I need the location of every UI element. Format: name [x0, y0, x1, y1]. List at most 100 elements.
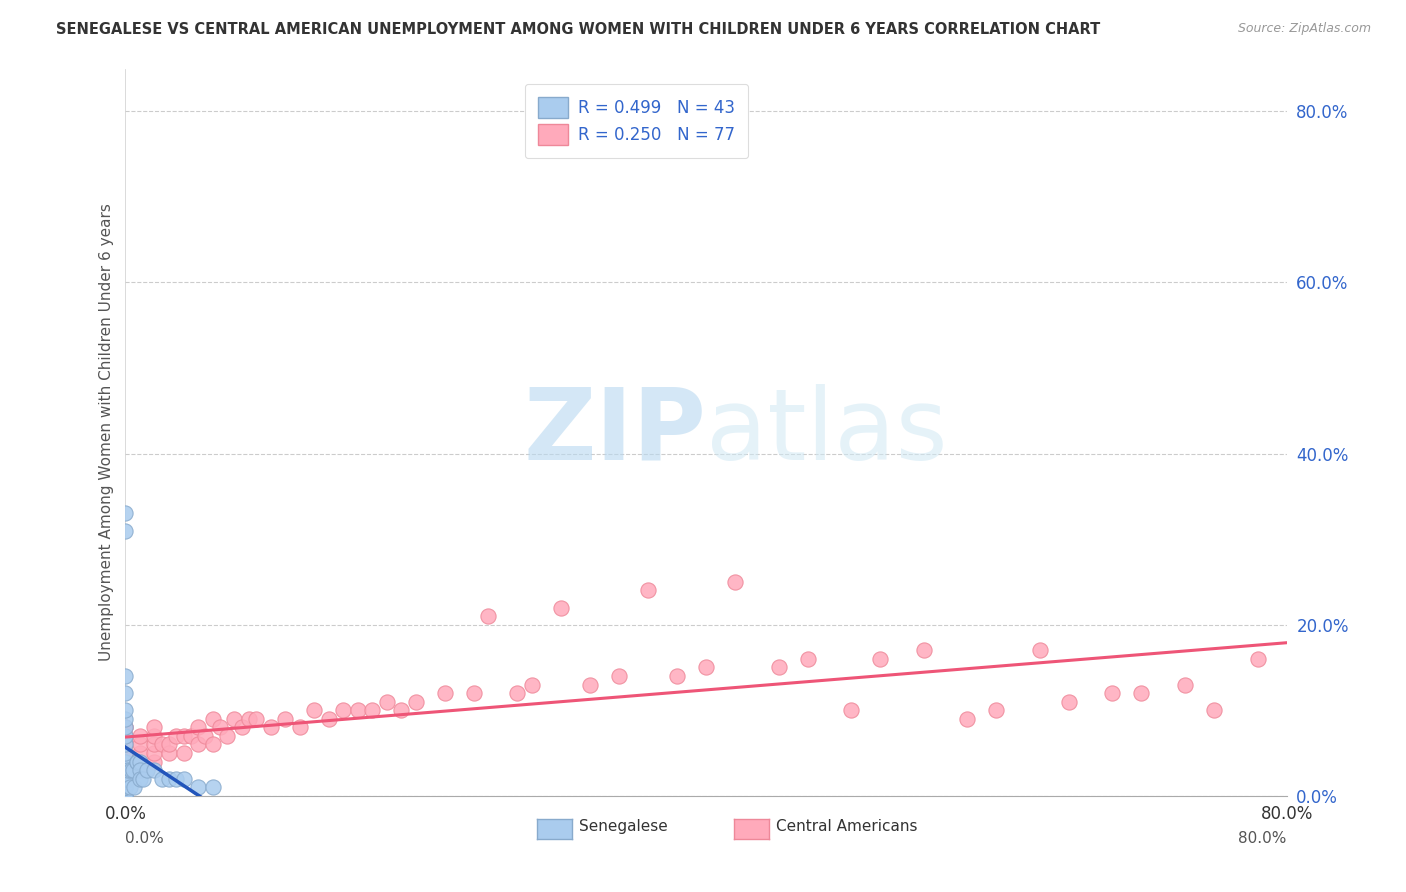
Point [114, 755, 136, 769]
Point [117, 763, 139, 777]
Point [201, 780, 224, 795]
Point [114, 772, 136, 786]
Point [114, 703, 136, 717]
Point [1130, 686, 1153, 700]
Point [375, 695, 398, 709]
Point [143, 763, 166, 777]
Point [122, 780, 145, 795]
Text: Source: ZipAtlas.com: Source: ZipAtlas.com [1237, 22, 1371, 36]
Point [724, 574, 747, 589]
Point [114, 789, 136, 803]
Text: Central Americans: Central Americans [776, 820, 918, 835]
Point [129, 755, 152, 769]
Point [201, 738, 224, 752]
Y-axis label: Unemployment Among Women with Children Under 6 years: Unemployment Among Women with Children U… [100, 203, 114, 661]
Point [129, 746, 152, 760]
Point [302, 703, 325, 717]
Point [143, 755, 166, 769]
Point [550, 600, 572, 615]
Point [114, 763, 136, 777]
Point [121, 763, 143, 777]
Point [114, 780, 136, 795]
Point [157, 772, 180, 786]
Point [187, 738, 209, 752]
Point [129, 729, 152, 743]
Point [129, 772, 152, 786]
Point [231, 720, 253, 734]
Point [143, 720, 166, 734]
Point [136, 763, 159, 777]
Point [114, 780, 136, 795]
Point [129, 755, 152, 769]
Point [217, 729, 239, 743]
Point [114, 746, 136, 760]
Point [208, 720, 231, 734]
Point [579, 677, 602, 691]
Point [114, 763, 136, 777]
Point [114, 746, 136, 760]
Point [125, 755, 148, 769]
Point [143, 738, 166, 752]
Point [114, 763, 136, 777]
Point [157, 738, 180, 752]
Point [187, 780, 209, 795]
Point [768, 660, 790, 674]
Point [520, 677, 543, 691]
Point [1029, 643, 1052, 657]
Point [796, 652, 818, 666]
Point [194, 729, 217, 743]
Point [839, 703, 862, 717]
Point [332, 703, 354, 717]
Point [114, 789, 136, 803]
Point [463, 686, 485, 700]
Point [114, 738, 136, 752]
Point [165, 772, 187, 786]
Point [986, 703, 1008, 717]
Point [125, 755, 148, 769]
Point [114, 729, 136, 743]
Text: 80.0%: 80.0% [1239, 831, 1286, 847]
Text: Senegalese: Senegalese [579, 820, 668, 835]
Point [180, 729, 202, 743]
Point [129, 763, 152, 777]
Point [245, 712, 267, 726]
Point [477, 609, 499, 624]
Point [143, 746, 166, 760]
Point [1174, 677, 1197, 691]
Point [143, 729, 166, 743]
Point [129, 763, 152, 777]
Point [132, 772, 155, 786]
Point [1057, 695, 1080, 709]
Point [433, 686, 456, 700]
Point [114, 746, 136, 760]
Point [666, 669, 689, 683]
Point [173, 729, 195, 743]
Point [114, 755, 136, 769]
Point [187, 720, 209, 734]
Point [695, 660, 717, 674]
Point [405, 695, 427, 709]
Point [956, 712, 979, 726]
Point [637, 583, 659, 598]
Text: atlas: atlas [706, 384, 948, 481]
Point [288, 720, 311, 734]
Point [224, 712, 246, 726]
Text: SENEGALESE VS CENTRAL AMERICAN UNEMPLOYMENT AMONG WOMEN WITH CHILDREN UNDER 6 YE: SENEGALESE VS CENTRAL AMERICAN UNEMPLOYM… [56, 22, 1101, 37]
Point [346, 703, 368, 717]
Point [389, 703, 412, 717]
Point [607, 669, 630, 683]
Point [114, 772, 136, 786]
Point [114, 720, 136, 734]
Point [1246, 652, 1268, 666]
Point [114, 507, 136, 521]
Point [114, 720, 136, 734]
Point [114, 729, 136, 743]
Text: ZIP: ZIP [523, 384, 706, 481]
Point [114, 755, 136, 769]
Point [114, 755, 136, 769]
Point [114, 524, 136, 538]
Point [114, 729, 136, 743]
Point [118, 780, 141, 795]
Point [129, 738, 152, 752]
Point [114, 763, 136, 777]
